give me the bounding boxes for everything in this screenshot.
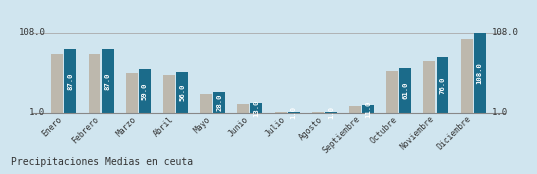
Text: 59.0: 59.0 <box>142 82 148 100</box>
Bar <box>424 61 436 113</box>
Bar <box>386 72 398 113</box>
Bar <box>64 49 76 113</box>
Bar <box>312 112 324 113</box>
Bar <box>89 54 100 113</box>
Bar <box>288 112 300 113</box>
Bar <box>101 49 113 113</box>
Bar <box>176 72 188 113</box>
Bar <box>461 39 473 113</box>
Bar <box>349 106 361 113</box>
Bar <box>237 104 249 113</box>
Text: 1.0: 1.0 <box>291 106 296 119</box>
Bar <box>163 75 175 113</box>
Bar <box>437 57 448 113</box>
Bar <box>139 69 151 113</box>
Text: 61.0: 61.0 <box>402 82 408 99</box>
Text: 108.0: 108.0 <box>18 28 45 37</box>
Text: Precipitaciones Medias en ceuta: Precipitaciones Medias en ceuta <box>11 157 193 167</box>
Text: 56.0: 56.0 <box>179 84 185 101</box>
Text: 1.0: 1.0 <box>29 108 45 117</box>
Text: 28.0: 28.0 <box>216 94 222 112</box>
Bar <box>250 104 263 113</box>
Text: 108.0: 108.0 <box>477 62 483 84</box>
Text: 11.0: 11.0 <box>365 100 371 118</box>
Text: 108.0: 108.0 <box>492 28 519 37</box>
Text: 76.0: 76.0 <box>439 76 446 94</box>
Text: 1.0: 1.0 <box>492 108 508 117</box>
Bar <box>126 73 137 113</box>
Bar <box>362 105 374 113</box>
Text: 87.0: 87.0 <box>105 72 111 90</box>
Text: 87.0: 87.0 <box>68 72 74 90</box>
Text: 1.0: 1.0 <box>328 106 334 119</box>
Text: 13.0: 13.0 <box>253 100 259 117</box>
Bar <box>274 112 287 113</box>
Bar <box>474 33 485 113</box>
Bar <box>213 92 225 113</box>
Bar <box>325 112 337 113</box>
Bar <box>52 54 63 113</box>
Bar <box>400 68 411 113</box>
Bar <box>200 94 212 113</box>
